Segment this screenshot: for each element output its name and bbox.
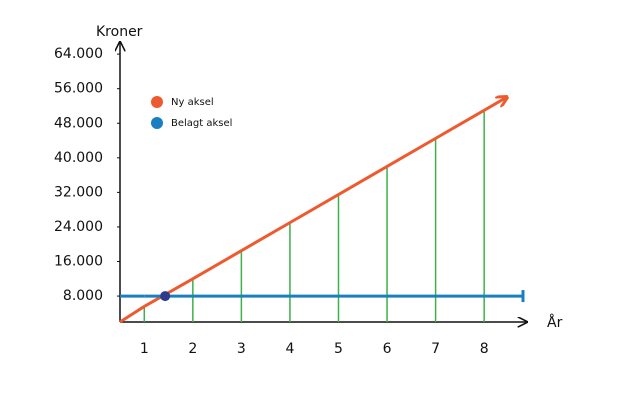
line-extension xyxy=(483,98,506,112)
y-tick-label: 64.000 xyxy=(54,46,103,62)
y-tick-label: 32.000 xyxy=(54,184,103,200)
x-tick-label: 7 xyxy=(431,341,440,357)
y-axis-label: Kroner xyxy=(96,24,143,40)
series-line xyxy=(143,108,485,308)
legend-swatch xyxy=(151,96,163,108)
x-tick-label: 6 xyxy=(383,341,392,357)
intersection-point xyxy=(160,291,171,302)
y-tick-label: 40.000 xyxy=(54,150,103,166)
x-tick-label: 8 xyxy=(480,341,489,357)
x-tick-label: 5 xyxy=(334,341,343,357)
y-tick-label: 56.000 xyxy=(54,81,103,97)
x-tick-label: 3 xyxy=(237,341,246,357)
x-tick-label: 1 xyxy=(140,341,149,357)
legend-label: Ny aksel xyxy=(171,97,214,108)
x-tick-label: 4 xyxy=(285,341,294,357)
legend-swatch xyxy=(151,117,163,129)
line-extension xyxy=(119,305,146,324)
y-tick-label: 8.000 xyxy=(63,288,103,304)
x-tick-label: 2 xyxy=(188,341,197,357)
legend-label: Belagt aksel xyxy=(171,118,232,129)
x-axis-label: År xyxy=(547,314,563,331)
y-tick-label: 24.000 xyxy=(54,219,103,235)
y-tick-label: 16.000 xyxy=(54,254,103,270)
y-tick-label: 48.000 xyxy=(54,115,103,131)
